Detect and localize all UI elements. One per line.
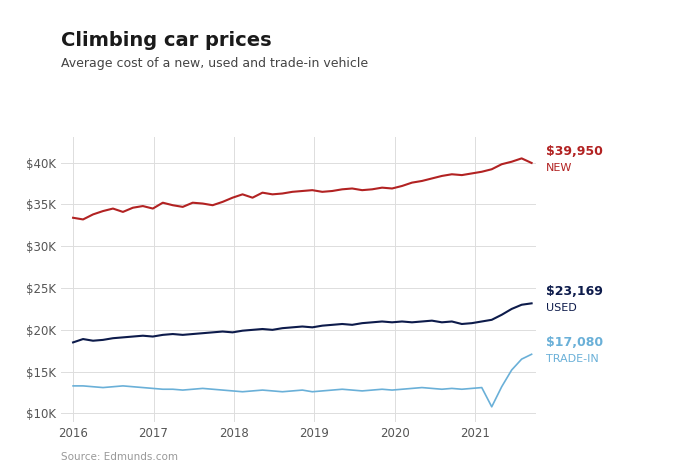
Text: TRADE-IN: TRADE-IN (546, 354, 599, 364)
Text: $17,080: $17,080 (546, 336, 603, 349)
Text: $23,169: $23,169 (546, 285, 603, 298)
Text: Average cost of a new, used and trade-in vehicle: Average cost of a new, used and trade-in… (61, 57, 368, 70)
Text: Climbing car prices: Climbing car prices (61, 31, 272, 50)
Text: NEW: NEW (546, 163, 572, 173)
Text: USED: USED (546, 303, 576, 313)
Text: $39,950: $39,950 (546, 145, 603, 158)
Text: Source: Edmunds.com: Source: Edmunds.com (61, 452, 178, 462)
